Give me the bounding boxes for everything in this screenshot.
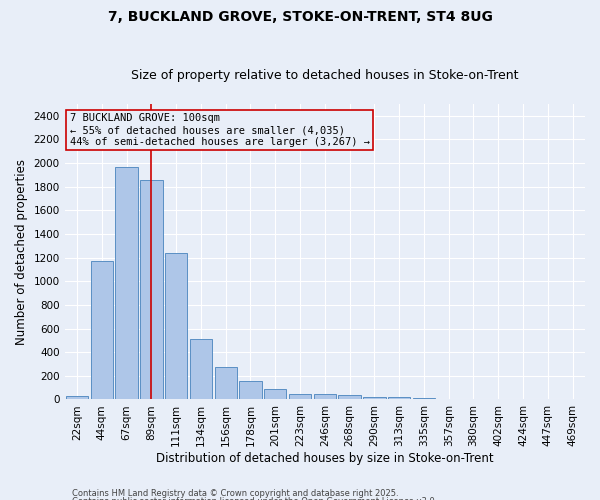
Y-axis label: Number of detached properties: Number of detached properties bbox=[15, 158, 28, 344]
Bar bbox=[115, 166, 138, 400]
Bar bbox=[165, 253, 187, 400]
Bar bbox=[190, 338, 212, 400]
Text: Contains public sector information licensed under the Open Government Licence v3: Contains public sector information licen… bbox=[72, 497, 437, 500]
Bar bbox=[239, 381, 262, 400]
Bar bbox=[437, 399, 460, 400]
Bar bbox=[338, 395, 361, 400]
Bar bbox=[289, 394, 311, 400]
Title: Size of property relative to detached houses in Stoke-on-Trent: Size of property relative to detached ho… bbox=[131, 69, 518, 82]
Bar bbox=[264, 389, 286, 400]
Bar bbox=[140, 180, 163, 400]
Bar bbox=[314, 394, 336, 400]
Bar bbox=[413, 398, 435, 400]
Bar bbox=[215, 367, 237, 400]
Bar bbox=[66, 396, 88, 400]
Bar bbox=[388, 398, 410, 400]
Text: 7, BUCKLAND GROVE, STOKE-ON-TRENT, ST4 8UG: 7, BUCKLAND GROVE, STOKE-ON-TRENT, ST4 8… bbox=[107, 10, 493, 24]
X-axis label: Distribution of detached houses by size in Stoke-on-Trent: Distribution of detached houses by size … bbox=[156, 452, 494, 465]
Text: Contains HM Land Registry data © Crown copyright and database right 2025.: Contains HM Land Registry data © Crown c… bbox=[72, 488, 398, 498]
Text: 7 BUCKLAND GROVE: 100sqm
← 55% of detached houses are smaller (4,035)
44% of sem: 7 BUCKLAND GROVE: 100sqm ← 55% of detach… bbox=[70, 114, 370, 146]
Bar bbox=[91, 261, 113, 400]
Bar bbox=[363, 397, 386, 400]
